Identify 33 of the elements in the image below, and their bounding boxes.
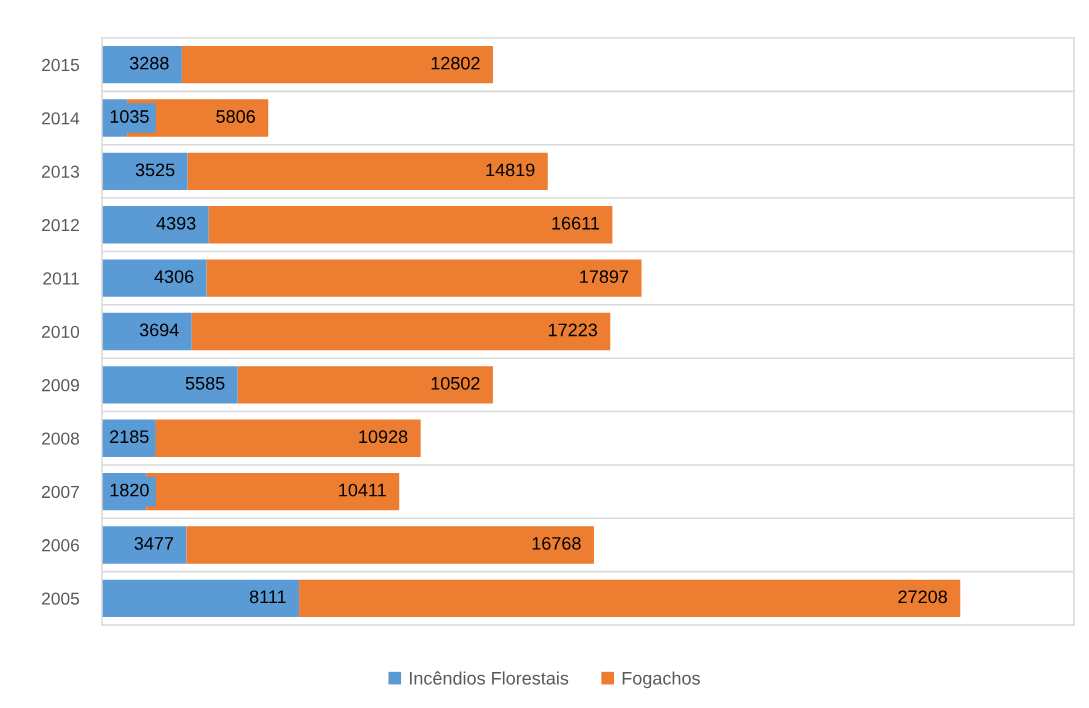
data-label: 5585 — [185, 376, 225, 390]
y-tick-label: 2006 — [42, 539, 80, 552]
y-tick-label: 2010 — [42, 325, 80, 338]
y-tick-label: 2007 — [42, 485, 79, 499]
data-label: 12802 — [431, 56, 480, 70]
y-tick-label: 2014 — [42, 112, 80, 125]
data-label: 27208 — [898, 590, 947, 604]
data-label: 10502 — [431, 376, 480, 390]
data-label: 8111 — [249, 590, 286, 604]
data-label: 5806 — [216, 110, 255, 123]
data-label: 16768 — [532, 537, 581, 550]
legend-label: Incêndios Florestais — [409, 671, 569, 685]
y-tick-label: 2011 — [43, 272, 79, 285]
y-tick-label: 2008 — [42, 432, 80, 445]
data-label: 3694 — [139, 323, 179, 337]
data-label: 10411 — [339, 483, 386, 497]
data-label: 14819 — [486, 163, 535, 177]
y-tick-label: 2009 — [42, 379, 79, 392]
data-label: 4306 — [154, 270, 194, 283]
data-label: 2185 — [110, 430, 149, 444]
data-label: 3288 — [129, 56, 169, 70]
data-label: 3525 — [135, 163, 175, 177]
data-label: 10928 — [359, 430, 408, 444]
data-label: 17897 — [580, 270, 629, 283]
legend-label: Fogachos — [622, 671, 700, 689]
y-tick-label: 2012 — [42, 218, 79, 232]
y-tick-label: 2015 — [42, 58, 80, 72]
y-tick-label: 2013 — [42, 165, 80, 178]
y-tick-label: 2005 — [42, 592, 80, 605]
data-label: 3477 — [134, 537, 174, 550]
data-label: 4393 — [156, 216, 196, 230]
data-label: 17223 — [548, 323, 597, 337]
data-label: 16611 — [552, 216, 600, 230]
